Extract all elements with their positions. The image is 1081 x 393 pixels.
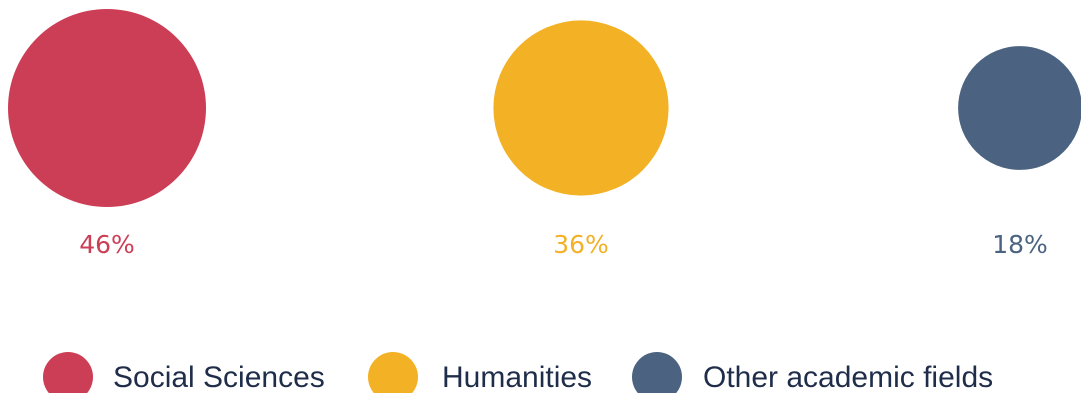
legend-label-humanities: Humanities — [442, 361, 592, 393]
bubble-other-academic-fields — [958, 46, 1081, 170]
legend-marker-other-academic-fields — [632, 352, 682, 393]
legend: Social Sciences Humanities Other academic … — [43, 352, 993, 393]
value-label-other-academic-fields: 18% — [992, 230, 1048, 259]
legend-label-social-sciences: Social Sciences — [113, 361, 325, 393]
legend-marker-social-sciences — [43, 352, 93, 393]
value-label-social-sciences: 46% — [79, 230, 135, 259]
bubbles-group: 46% 36% 18% — [8, 9, 1081, 259]
bubble-social-sciences — [8, 9, 206, 207]
bubble-humanities — [493, 20, 669, 196]
value-label-humanities: 36% — [553, 230, 609, 259]
legend-marker-humanities — [368, 352, 418, 393]
legend-label-other-academic-fields: Other academic fields — [703, 361, 993, 393]
